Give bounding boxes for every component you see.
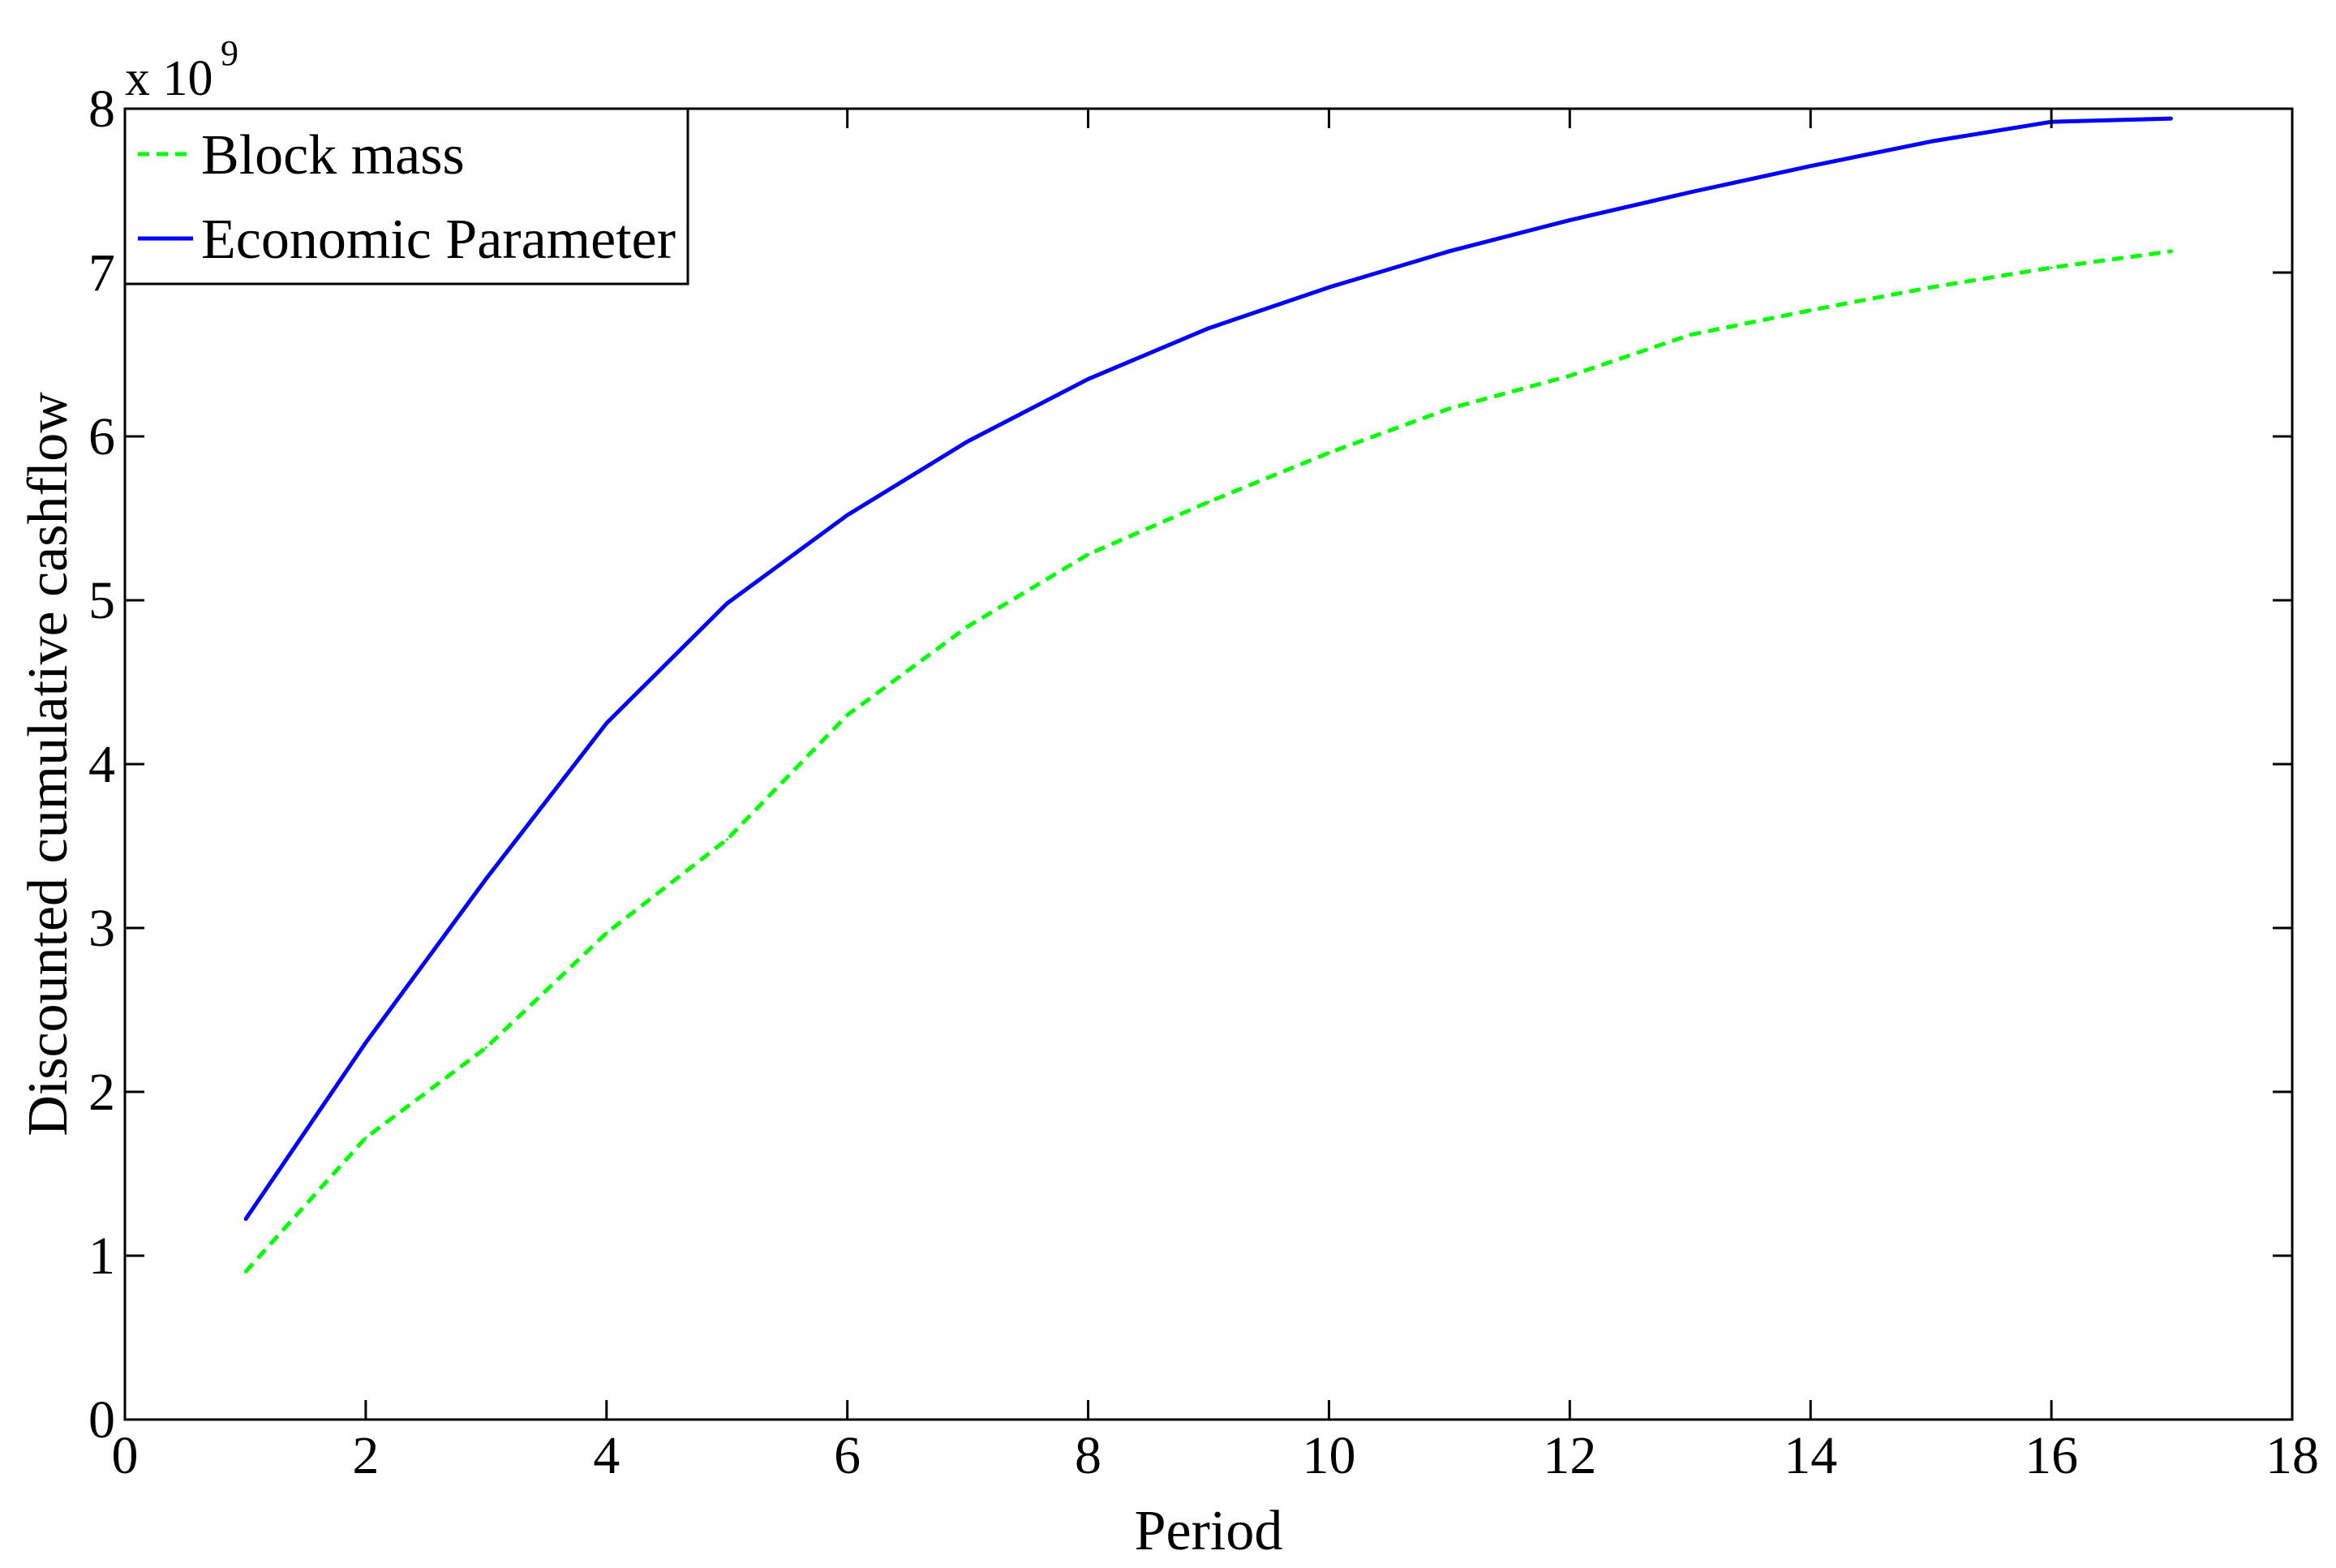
data-point <box>1087 552 1090 556</box>
x-axis-title: Period <box>1135 1500 1283 1562</box>
data-point <box>1809 308 1812 311</box>
y-tick-label: 7 <box>88 243 115 303</box>
data-point <box>605 722 608 724</box>
y-tick-label: 6 <box>88 407 115 466</box>
data-point <box>1327 451 1330 454</box>
data-point <box>2050 266 2053 269</box>
y-tick-label: 3 <box>88 899 115 958</box>
data-point <box>1689 333 1692 337</box>
y-tick-label: 4 <box>88 735 115 794</box>
data-point <box>2171 250 2174 253</box>
data-point <box>846 713 849 716</box>
data-point <box>1568 374 1571 377</box>
legend: Block mass Economic Parameter <box>123 107 689 286</box>
data-point <box>846 513 849 517</box>
data-point <box>364 1041 367 1044</box>
legend-label-economic-parameter: Economic Parameter <box>201 208 676 271</box>
data-point <box>605 931 608 934</box>
data-point <box>484 877 487 880</box>
y-axis-title: Discounted cumulative cashflow <box>17 392 79 1136</box>
x-tick-label: 8 <box>1075 1426 1101 1485</box>
x-tick-label: 14 <box>1784 1426 1837 1485</box>
x-tick-label: 6 <box>834 1426 861 1485</box>
data-point <box>1448 407 1451 410</box>
data-point <box>1809 165 1812 168</box>
data-point <box>1087 377 1090 380</box>
data-point <box>725 602 728 605</box>
x-tick-label: 2 <box>352 1426 379 1485</box>
data-point <box>364 1136 367 1140</box>
series-layer <box>243 116 2174 1274</box>
y-multiplier-base: x 10 <box>125 51 213 106</box>
data-point <box>1930 286 1933 289</box>
x-tick-label: 10 <box>1302 1426 1355 1485</box>
x-tick-label: 18 <box>2265 1426 2319 1485</box>
x-tick-label: 12 <box>1543 1426 1596 1485</box>
y-tick-label: 1 <box>88 1226 115 1286</box>
y-multiplier-exponent: 9 <box>221 33 238 73</box>
data-point <box>1207 327 1210 330</box>
data-point <box>966 625 969 628</box>
y-tick-label: 2 <box>88 1063 115 1122</box>
data-point <box>1327 286 1330 289</box>
axes-box <box>123 107 2294 1421</box>
y-tick-label: 5 <box>88 571 115 630</box>
data-point <box>1930 140 1933 143</box>
x-tick-label: 4 <box>593 1426 620 1485</box>
x-tick-label: 16 <box>2025 1426 2078 1485</box>
data-point <box>1568 218 1571 221</box>
y-tick-label: 0 <box>88 1390 115 1450</box>
data-point <box>1207 500 1210 504</box>
data-point <box>966 440 969 443</box>
data-point <box>1689 191 1692 194</box>
plot-area <box>125 109 2292 1420</box>
x-tick-label: 0 <box>112 1426 139 1485</box>
data-point <box>243 1218 247 1222</box>
legend-label-block-mass: Block mass <box>201 124 465 187</box>
y-tick-label: 8 <box>88 79 115 139</box>
data-point <box>1448 250 1451 253</box>
y-multiplier: x 10 9 <box>125 33 238 106</box>
data-point <box>2171 117 2174 120</box>
legend-box <box>123 107 689 286</box>
data-point <box>725 838 728 841</box>
data-point <box>243 1270 247 1274</box>
data-point <box>484 1046 487 1049</box>
